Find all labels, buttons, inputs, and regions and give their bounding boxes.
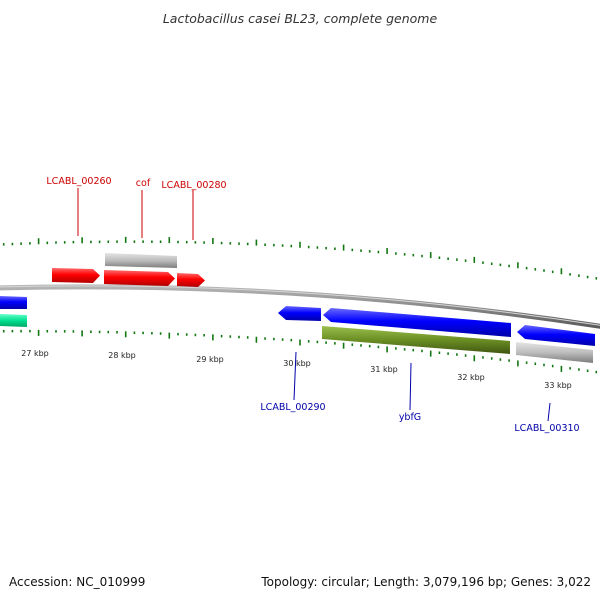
gene-red-2[interactable] <box>104 270 175 286</box>
gene-gray-top[interactable] <box>105 253 177 268</box>
gene-blue-long[interactable] <box>323 308 511 337</box>
gene-blue-right[interactable] <box>517 325 595 346</box>
svg-text:LCABL_00260: LCABL_00260 <box>46 176 111 187</box>
tick-marks-inner <box>2 329 598 374</box>
kbp-label: 29 kbp <box>196 355 224 364</box>
gene-label-lcabl-00310[interactable]: LCABL_00310 <box>514 402 580 434</box>
svg-text:ybfG: ybfG <box>399 412 421 423</box>
gene-red-1[interactable] <box>52 268 100 283</box>
genome-summary: Topology: circular; Length: 3,079,196 bp… <box>260 575 591 589</box>
kbp-label: 27 kbp <box>21 349 49 358</box>
kbp-label: 28 kbp <box>108 351 136 360</box>
svg-text:LCABL_00290: LCABL_00290 <box>260 402 325 413</box>
svg-text:LCABL_00310: LCABL_00310 <box>514 423 579 434</box>
gene-label-lcabl-00260[interactable]: LCABL_00260 <box>46 176 112 236</box>
map-title: Lactobacillus casei BL23, complete genom… <box>163 11 438 26</box>
gene-label-cof[interactable]: cof <box>136 178 151 238</box>
accession-label: Accession: NC_010999 <box>9 575 145 589</box>
gene-label-ybfg[interactable]: ybfG <box>399 362 421 423</box>
gene-label-lcabl-00280[interactable]: LCABL_00280 <box>161 180 227 240</box>
gene-blue-small[interactable] <box>278 306 321 321</box>
gene-blue-left-edge[interactable] <box>0 296 27 309</box>
kbp-label: 30 kbp <box>283 359 311 368</box>
svg-text:LCABL_00280: LCABL_00280 <box>161 180 226 191</box>
gene-red-3[interactable] <box>177 273 205 287</box>
gene-label-lcabl-00290[interactable]: LCABL_00290 <box>260 351 326 413</box>
kbp-label: 31 kbp <box>370 365 398 374</box>
gene-teal-left-edge[interactable] <box>0 314 27 327</box>
tick-marks-outer <box>2 236 598 280</box>
genome-backbone <box>0 284 600 329</box>
gene-green-rna[interactable] <box>322 326 510 354</box>
gene-gray-right[interactable] <box>516 342 593 363</box>
genome-backbone-highlight <box>0 285 600 326</box>
kbp-label: 33 kbp <box>544 381 572 390</box>
kbp-label: 32 kbp <box>457 373 485 382</box>
svg-text:cof: cof <box>136 178 151 189</box>
